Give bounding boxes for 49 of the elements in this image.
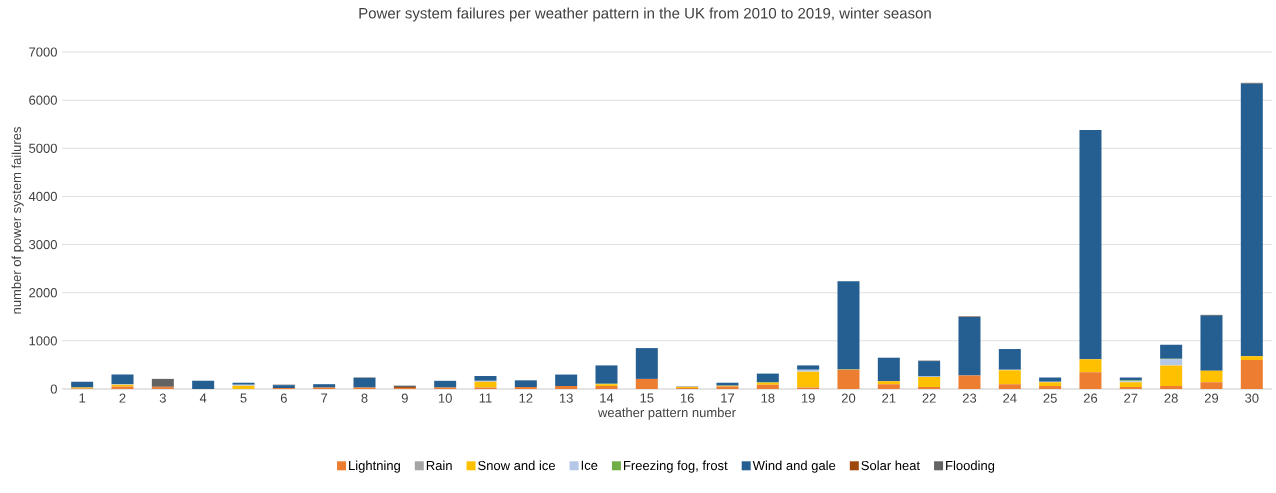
x-tick-label: 22 [922,393,936,403]
x-tick-label: 2 [119,393,126,403]
x-tick-label: 21 [882,393,896,403]
y-tick-label: 5000 [29,143,57,153]
x-tick-label: 10 [438,393,452,403]
legend-label: Solar heat [861,460,920,471]
x-tick-label: 12 [519,393,533,403]
x-tick-label: 15 [640,393,654,403]
x-tick-label: 18 [761,393,775,403]
x-tick-label: 3 [159,393,166,403]
x-tick-label: 9 [401,393,408,403]
x-tick-label: 13 [559,393,573,403]
x-tick-label: 23 [962,393,977,403]
y-tick-label: 1000 [29,336,57,346]
y-tick-label: 0 [50,384,57,394]
legend-label: Freezing fog, frost [624,460,728,473]
x-tick-label: 20 [841,393,856,403]
legend-label: Rain [426,460,452,471]
legend-label: Flooding [946,460,995,473]
x-tick-label: 1 [79,393,86,403]
x-axis-title: weather pattern number [597,407,736,420]
x-tick-label: 30 [1245,393,1259,403]
x-tick-label: 8 [361,393,368,403]
x-tick-label: 5 [240,393,247,403]
x-tick-label: 29 [1204,393,1219,403]
x-tick-label: 16 [680,393,694,403]
y-tick-label: 7000 [29,47,57,57]
y-axis-title: number of power system failures [11,127,24,314]
legend-label: Snow and ice [478,460,555,471]
x-tick-label: 26 [1083,393,1098,403]
x-tick-label: 19 [801,393,815,403]
y-tick-label: 4000 [28,191,57,202]
y-tick-label: 6000 [29,95,57,105]
legend-label: Ice [581,460,598,470]
legend-label: Wind and gale [752,460,836,473]
x-tick-label: 14 [600,393,614,403]
legend-label: Lightning [349,460,400,473]
chart-title: Power system failures per weather pattern in the UK from 2010 to 2019, winter season [359,7,931,22]
x-tick-label: 25 [1043,393,1057,403]
y-tick-label: 2000 [29,288,57,298]
y-tick-label: 3000 [29,239,57,250]
x-tick-label: 24 [1003,393,1017,403]
x-tick-label: 7 [321,393,328,403]
x-tick-label: 11 [479,393,492,403]
x-tick-label: 27 [1124,393,1138,403]
x-tick-label: 4 [199,393,207,403]
x-tick-label: 28 [1164,393,1178,403]
x-tick-label: 6 [280,393,287,403]
x-tick-label: 17 [721,393,735,403]
